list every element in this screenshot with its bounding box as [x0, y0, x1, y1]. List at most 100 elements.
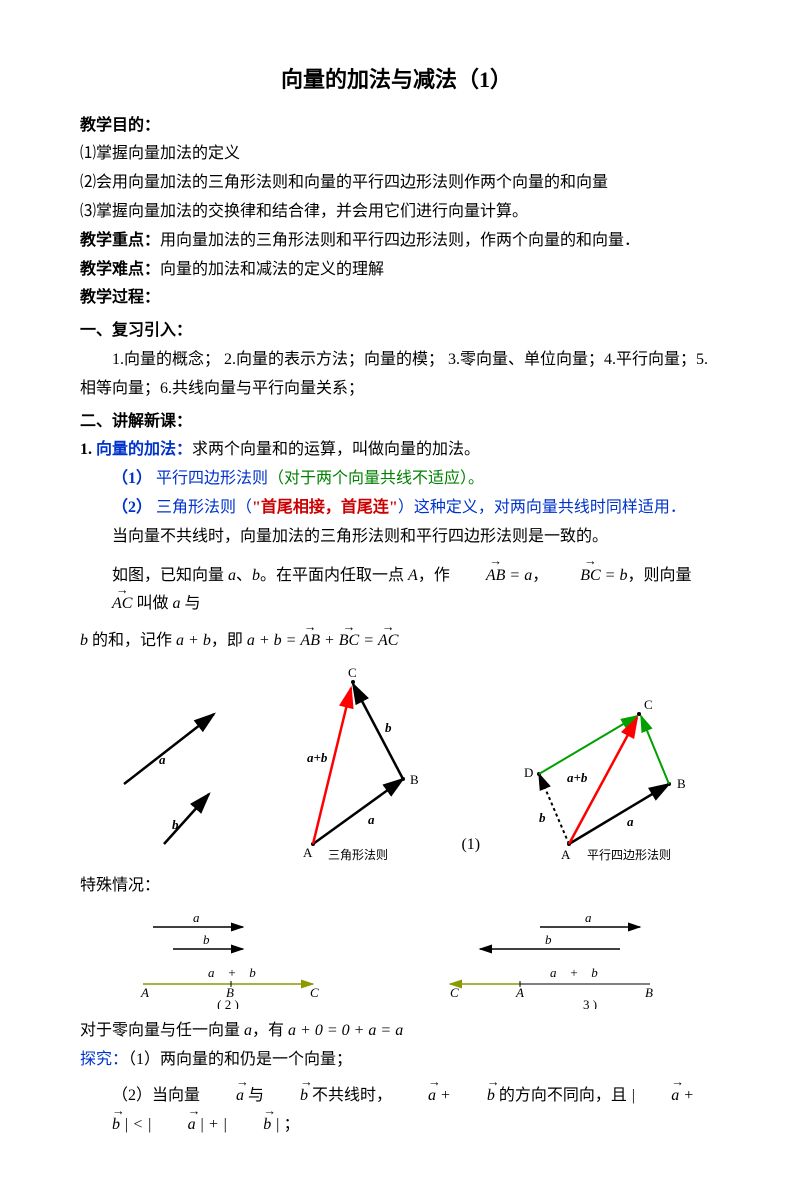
- special-cases-row: a b a + b A B C ( 2 ) a b a + b C A B 3 …: [80, 909, 713, 1009]
- vec-BC: BC: [548, 562, 600, 591]
- svg-text:B: B: [645, 985, 653, 1000]
- rule-2-line: （2） 三角形法则（"首尾相接，首尾连"）这种定义，对两向量共线时同样适用．: [80, 494, 713, 523]
- review-text: 1.向量的概念； 2.向量的表示方法；向量的模； 3.零向量、单位向量；4.平行…: [80, 346, 713, 404]
- goal-3: ⑶掌握向量加法的交换律和结合律，并会用它们进行向量计算。: [80, 198, 713, 227]
- svg-text:a+b: a+b: [567, 770, 588, 785]
- goal-2: ⑵会用向量加法的三角形法则和向量的平行四边形法则作两个向量的和向量: [80, 169, 713, 198]
- svg-text:C: C: [348, 665, 357, 680]
- explore-heading: 探究：: [80, 1051, 128, 1068]
- svg-text:b: b: [203, 932, 210, 947]
- paragraph-figure-1: 如图，已知向量 a、b。在平面内任取一点 A，作 AB = a，BC = b，则…: [80, 562, 713, 620]
- rule2-core: "首尾相接，首尾连": [252, 499, 398, 516]
- svg-text:D: D: [524, 765, 533, 780]
- svg-text:A: A: [561, 847, 571, 862]
- rule1-note: （对于两个向量共线不适应）。: [268, 470, 484, 487]
- p1g: 叫做: [132, 595, 172, 612]
- zero-formula: a + 0 = 0 + a = a: [288, 1022, 403, 1039]
- collinear-same-dir-diagram: a b a + b A B C ( 2 ): [113, 909, 353, 1009]
- goal-1: ⑴掌握向量加法的定义: [80, 140, 713, 169]
- svg-text:C: C: [644, 697, 653, 712]
- svg-text:a + b: a + b: [208, 965, 256, 980]
- svg-text:C: C: [310, 985, 319, 1000]
- sym-a2: a: [524, 567, 532, 584]
- sym-ab: a + b: [176, 632, 211, 649]
- rule1-num: （1）: [112, 470, 152, 487]
- addition-def-line: 1. 向量的加法：求两个向量和的运算，叫做向量的加法。: [80, 436, 713, 465]
- collinear-opposite-dir-diagram: a b a + b C A B 3 ): [420, 909, 680, 1009]
- sym-a-zero: a: [244, 1022, 252, 1039]
- main-equation: a + b = AB + BC = AC: [247, 632, 399, 649]
- svg-text:C: C: [450, 985, 459, 1000]
- svg-text:a: a: [585, 910, 592, 925]
- e2e: ；: [284, 1116, 300, 1133]
- svg-text:B: B: [677, 776, 686, 791]
- triangle-rule-diagram: A a B b C a+b 三角形法则: [273, 664, 433, 864]
- p1c: 。在平面内任取一点: [260, 567, 408, 584]
- difficulty-heading: 教学难点：: [80, 261, 160, 278]
- addition-heading: 向量的加法：: [96, 441, 192, 458]
- svg-text:a: a: [368, 812, 375, 827]
- free-vectors-diagram: a b: [94, 694, 244, 864]
- difficulty-text: 向量的加法和减法的定义的理解: [160, 261, 384, 278]
- p2b: ，即: [211, 632, 247, 649]
- eq2: =: [601, 567, 620, 584]
- svg-text:3 ): 3 ): [583, 997, 597, 1009]
- za: 对于零向量与任一向量: [80, 1022, 244, 1039]
- p1d: ，作: [418, 567, 454, 584]
- figure-1-label: (1): [461, 831, 480, 864]
- coincide-note: 当向量不共线时，向量加法的三角形法则和平行四边形法则是一致的。: [80, 523, 713, 552]
- svg-text:a: a: [193, 910, 200, 925]
- svg-text:A: A: [515, 985, 524, 1000]
- vec-AB: AB: [454, 562, 506, 591]
- eq1: =: [505, 567, 524, 584]
- p1e: ，: [532, 567, 548, 584]
- svg-text:三角形法则: 三角形法则: [328, 848, 388, 862]
- newlesson-heading: 二、讲解新课：: [80, 408, 713, 437]
- svg-text:a + b: a + b: [550, 965, 598, 980]
- zb: ，有: [252, 1022, 288, 1039]
- p1b: 、: [236, 567, 252, 584]
- special-cases-heading: 特殊情况：: [80, 872, 713, 901]
- svg-text:B: B: [410, 772, 419, 787]
- vec-AC: AC: [80, 590, 132, 619]
- sym-b3: b: [80, 632, 88, 649]
- svg-text:b: b: [545, 932, 552, 947]
- rule2-num: （2）: [112, 499, 152, 516]
- zero-vector-line: 对于零向量与任一向量 a，有 a + 0 = 0 + a = a: [80, 1017, 713, 1046]
- svg-text:b: b: [385, 720, 392, 735]
- parallelogram-rule-diagram: A a B b D C a+b 平行四边形法则: [509, 664, 699, 864]
- addition-num: 1.: [80, 441, 96, 458]
- rule1-name: 平行四边形法则: [152, 470, 268, 487]
- p2a: 的和，记作: [88, 632, 176, 649]
- svg-text:A: A: [140, 985, 149, 1000]
- page-title: 向量的加法与减法（1）: [80, 60, 713, 100]
- svg-text:a: a: [159, 752, 166, 767]
- rule-1-line: （1） 平行四边形法则（对于两个向量共线不适应）。: [80, 465, 713, 494]
- main-diagram-row: a b A a B b C a+b 三角形法则 (1) A: [80, 664, 713, 864]
- focus-text: 用向量加法的三角形法则和平行四边形法则，作两个向量的和向量．: [160, 232, 640, 249]
- sym-A: A: [408, 567, 418, 584]
- svg-text:a+b: a+b: [307, 750, 328, 765]
- svg-text:A: A: [303, 845, 313, 860]
- explore-2-line: （2）当向量 a 与 b 不共线时， a + b 的方向不同向，且 | a + …: [80, 1082, 713, 1140]
- vec-a-plus-b: a + b: [396, 1087, 495, 1104]
- svg-text:平行四边形法则: 平行四边形法则: [587, 848, 671, 862]
- process-heading: 教学过程：: [80, 284, 713, 313]
- rule2-rest: ）这种定义，对两向量共线时同样适用．: [398, 499, 686, 516]
- goals-heading: 教学目的：: [80, 112, 713, 141]
- paragraph-figure-2: b 的和，记作 a + b，即 a + b = AB + BC = AC: [80, 627, 713, 656]
- rule2-name: 三角形法则（: [152, 499, 252, 516]
- review-heading: 一、复习引入：: [80, 317, 713, 346]
- svg-text:( 2 ): ( 2 ): [217, 997, 239, 1009]
- addition-def: 求两个向量和的运算，叫做向量的加法。: [192, 441, 480, 458]
- e2d: 的方向不同向，且: [499, 1087, 631, 1104]
- focus-line: 教学重点：用向量加法的三角形法则和平行四边形法则，作两个向量的和向量．: [80, 227, 713, 256]
- focus-heading: 教学重点：: [80, 232, 160, 249]
- sym-b: b: [252, 567, 260, 584]
- sym-a: a: [228, 567, 236, 584]
- explore-1: （1）两向量的和仍是一个向量；: [128, 1051, 352, 1068]
- p1h: 与: [180, 595, 200, 612]
- svg-text:a: a: [627, 814, 634, 829]
- svg-text:b: b: [539, 810, 546, 825]
- svg-text:b: b: [172, 817, 179, 832]
